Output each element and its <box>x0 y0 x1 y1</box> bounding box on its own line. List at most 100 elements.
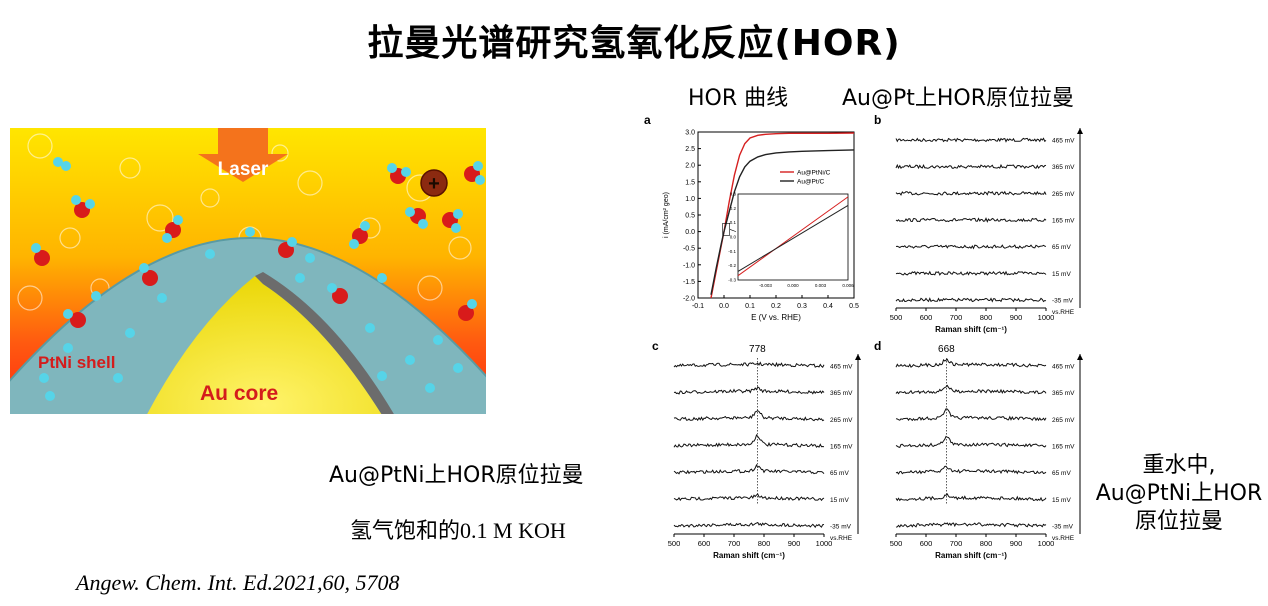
figure-panels: a -0.1 0.0 0.1 0.2 0.3 0.4 0.5 -2.0 -1.5 -1.0 -0.5 0… <box>644 113 1083 560</box>
y-tick-label: 2.5 <box>685 146 695 153</box>
x-tick-label: 600 <box>698 539 711 548</box>
x-tick-label: 700 <box>950 313 963 322</box>
potential-label: 65 mV <box>1052 470 1071 477</box>
potential-arrow-icon <box>1077 354 1083 360</box>
raman-x-axis-label: Raman shift (cm⁻¹) <box>713 551 785 560</box>
au-core-label: Au core <box>200 382 278 405</box>
peak-label: 668 <box>938 344 955 355</box>
x-tick-label: 0.1 <box>745 303 755 310</box>
panel-c-label: c <box>652 339 659 353</box>
inset-y-tick-label: -0.3 <box>728 278 736 283</box>
raman-spectrum <box>895 522 1047 528</box>
inset-line-au-ptni-c <box>737 196 849 277</box>
x-tick-label: 0.5 <box>849 303 859 310</box>
potential-label: -35 mV <box>1052 524 1074 531</box>
raman-x-axis-label: Raman shift (cm⁻¹) <box>935 551 1007 560</box>
koh-prefix: 氢气饱和的 <box>350 519 461 544</box>
x-tick-label: 500 <box>668 539 681 548</box>
peak-label: 778 <box>749 344 766 355</box>
vs-rhe-label: vs.RHE <box>1052 535 1075 542</box>
raman-spectrum <box>895 384 1047 395</box>
x-tick-label: 0.2 <box>771 303 781 310</box>
potential-label: 165 mV <box>830 444 853 451</box>
proton-plus-icon <box>420 169 448 197</box>
potential-label: 265 mV <box>1052 417 1075 424</box>
raman-spectrum <box>673 361 825 368</box>
panel-b-label: b <box>874 113 881 127</box>
y-tick-label: 0.0 <box>685 229 695 236</box>
potential-label: -35 mV <box>1052 298 1074 305</box>
citation: Angew. Chem. Int. Ed.2021,60, 5708 <box>76 570 400 595</box>
hydrogen-atoms <box>39 227 463 401</box>
vs-rhe-label: vs.RHE <box>1052 309 1075 316</box>
koh-condition-caption: 氢气饱和的0.1 M KOH <box>350 513 566 545</box>
x-tick-label: 500 <box>890 539 903 548</box>
raman-spectrum <box>895 297 1047 303</box>
x-tick-label: 0.4 <box>823 303 833 310</box>
core-shell-illustration: Laser + Pt <box>10 128 486 414</box>
au-core <box>147 276 382 414</box>
raman-spectrum <box>895 190 1047 196</box>
raman-spectrum <box>895 270 1047 276</box>
potential-label: 465 mV <box>1052 364 1075 371</box>
raman-spectrum <box>673 493 825 502</box>
panel-d: d 500 600 700 800 900 1000 Raman shift (cm⁻¹) 46… <box>874 339 1083 560</box>
potential-label: 365 mV <box>830 390 853 397</box>
heavy-water-caption: 重水中, Au@PtNi上HOR 原位拉曼 <box>1090 452 1268 536</box>
ptni-shell-label: PtNi shell <box>38 353 115 372</box>
y-tick-label: -1.5 <box>683 279 695 286</box>
potential-label: 365 mV <box>1052 390 1075 397</box>
x-tick-label: 1000 <box>1038 539 1055 548</box>
x-tick-label: 1000 <box>816 539 833 548</box>
potential-label: -35 mV <box>830 524 852 531</box>
potential-label: 465 mV <box>1052 138 1075 145</box>
inset-y-tick-label: 0.3 <box>730 192 737 197</box>
koh-value: 0.1 M KOH <box>460 518 566 543</box>
raman-spectrum <box>895 408 1047 422</box>
x-tick-label: 900 <box>1010 539 1023 548</box>
inset-y-tick-label: -0.2 <box>728 263 736 268</box>
inset-y-tick-label: 0.1 <box>730 220 737 225</box>
potential-label: 65 mV <box>1052 244 1071 251</box>
panel-a-label: a <box>644 113 651 127</box>
potential-label: 15 mV <box>1052 497 1071 504</box>
raman-spectrum <box>895 435 1047 449</box>
side-line-2: Au@PtNi上HOR <box>1095 481 1263 506</box>
raman-spectrum <box>673 410 825 422</box>
x-tick-label: 900 <box>1010 313 1023 322</box>
panel-c: c 500 600 700 800 900 1000 Raman shift (cm⁻¹) 46… <box>652 339 861 560</box>
vs-rhe-label: vs.RHE <box>830 535 853 542</box>
x-tick-label: -0.1 <box>692 303 704 310</box>
potential-label: 165 mV <box>1052 444 1075 451</box>
zoom-connector <box>729 229 737 232</box>
y-tick-label: -0.5 <box>683 246 695 253</box>
inset-frame <box>737 193 849 281</box>
potential-label: 265 mV <box>830 417 853 424</box>
inset-y-tick-label: -0.1 <box>728 249 736 254</box>
au-ptni-raman-caption: Au@PtNi上HOR原位拉曼 <box>329 463 584 488</box>
au-pt-raman-caption: Au@Pt上HOR原位拉曼 <box>842 86 1075 111</box>
legend-entry: Au@Pt/C <box>797 179 824 186</box>
x-tick-label: 700 <box>950 539 963 548</box>
raman-spectrum <box>895 465 1047 475</box>
y-tick-label: 3.0 <box>685 130 695 137</box>
series-line-au-pt-c <box>710 149 855 295</box>
y-tick-label: 0.5 <box>685 213 695 220</box>
raman-spectrum <box>895 493 1047 502</box>
x-tick-label: 500 <box>890 313 903 322</box>
x-tick-label: 600 <box>920 313 933 322</box>
laser-label: Laser <box>218 159 269 180</box>
raman-spectrum <box>673 463 825 475</box>
x-tick-label: 600 <box>920 539 933 548</box>
legend-entry: Au@PtNi/C <box>797 170 831 177</box>
potential-label: 65 mV <box>830 470 849 477</box>
potential-arrow-icon <box>1077 128 1083 134</box>
raman-spectrum <box>895 358 1047 368</box>
x-tick-label: 0.3 <box>797 303 807 310</box>
raman-spectrum <box>895 217 1047 223</box>
inset-x-tick-label: 0.006 <box>842 283 854 288</box>
x-tick-label: 800 <box>980 539 993 548</box>
x-tick-label: 0.0 <box>719 303 729 310</box>
potential-label: 165 mV <box>1052 218 1075 225</box>
potential-label: 15 mV <box>830 497 849 504</box>
